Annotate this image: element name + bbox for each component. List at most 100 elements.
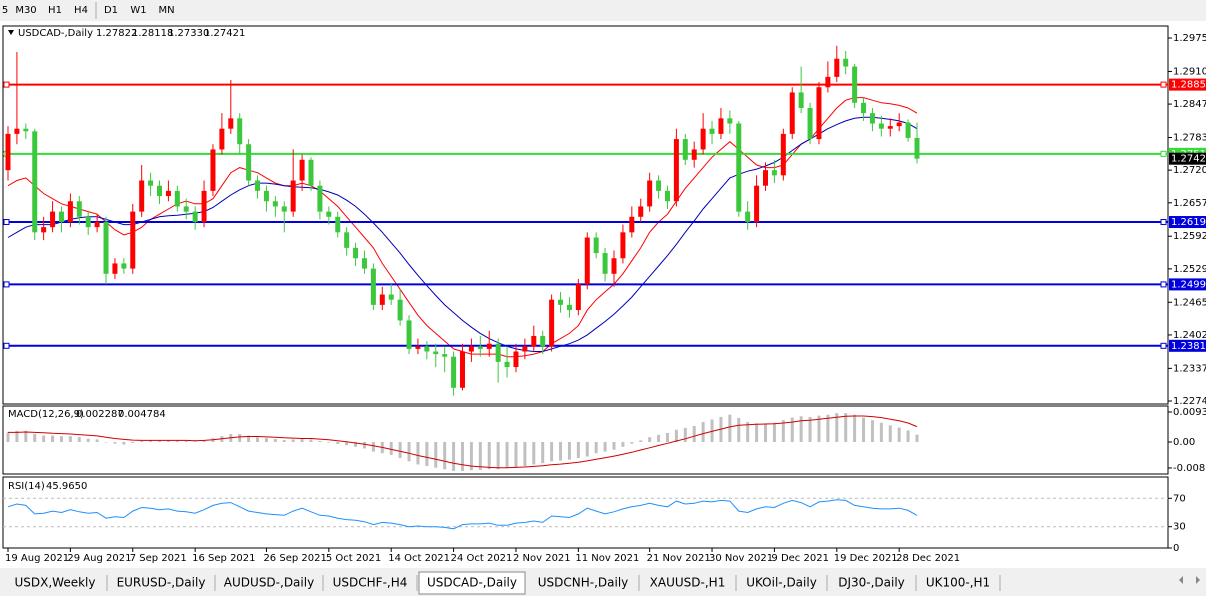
macd-bar bbox=[309, 439, 313, 442]
macd-bar bbox=[692, 425, 696, 442]
macd-bar bbox=[6, 432, 10, 442]
macd-bar bbox=[728, 414, 732, 442]
tab-label[interactable]: UKOil-,Daily bbox=[746, 576, 817, 590]
timeframe-button[interactable]: M30 bbox=[15, 5, 36, 16]
macd-bar bbox=[140, 441, 144, 442]
candle-body bbox=[852, 66, 858, 103]
tab[interactable] bbox=[829, 572, 914, 594]
macd-bar bbox=[193, 441, 197, 442]
y-tick-label: 0.00 bbox=[1173, 437, 1195, 448]
macd-bar bbox=[612, 441, 616, 450]
candle-body bbox=[148, 180, 154, 186]
macd-bar bbox=[888, 425, 892, 442]
tab-label[interactable]: XAUUSD-,H1 bbox=[650, 576, 726, 590]
y-tick-label: 1.29750 bbox=[1173, 33, 1206, 44]
timeframe-button[interactable]: D1 bbox=[104, 5, 118, 16]
tab-label[interactable]: USDCAD-,Daily bbox=[427, 576, 517, 590]
macd-bar bbox=[665, 433, 669, 442]
menu-arrow[interactable] bbox=[8, 30, 14, 35]
candle-body bbox=[531, 335, 537, 347]
macd-bar bbox=[496, 441, 500, 470]
tab[interactable] bbox=[217, 572, 321, 594]
candle-body bbox=[130, 211, 136, 269]
candle-body bbox=[174, 190, 180, 207]
candle-body bbox=[807, 107, 813, 140]
macd-bar bbox=[273, 439, 277, 442]
tab[interactable] bbox=[529, 572, 637, 594]
macd-bar bbox=[434, 441, 438, 468]
macd-bar bbox=[86, 438, 90, 442]
scroll-left[interactable] bbox=[1179, 576, 1183, 584]
macd-bar bbox=[175, 440, 179, 442]
timeframe-button[interactable]: H4 bbox=[74, 5, 88, 16]
timeframe-button[interactable]: MN bbox=[158, 5, 174, 16]
candle-body bbox=[14, 128, 20, 134]
macd-bar bbox=[264, 438, 268, 442]
tab[interactable] bbox=[5, 572, 105, 594]
macd-bar bbox=[327, 441, 331, 443]
candle-body bbox=[272, 201, 278, 207]
tab[interactable] bbox=[109, 572, 213, 594]
candle-body bbox=[237, 118, 243, 145]
macd-bar bbox=[398, 441, 402, 459]
candle-body bbox=[317, 185, 323, 212]
candle-body bbox=[219, 128, 225, 150]
candle-body bbox=[361, 258, 367, 269]
macd-bar bbox=[149, 440, 153, 442]
macd-bar bbox=[77, 437, 81, 442]
candle-body bbox=[468, 346, 474, 352]
candle-body bbox=[67, 201, 73, 222]
macd-bar bbox=[674, 429, 678, 442]
macd-bar bbox=[657, 434, 661, 442]
candle-body bbox=[718, 118, 724, 134]
macd-bar bbox=[24, 430, 28, 442]
macd-bar bbox=[550, 441, 554, 462]
ohlc-high: 1.28118 bbox=[132, 28, 173, 39]
level-handle bbox=[1160, 81, 1167, 88]
candle-body bbox=[914, 137, 920, 159]
tab[interactable] bbox=[641, 572, 734, 594]
timeframe-button[interactable]: W1 bbox=[130, 5, 146, 16]
candle-body bbox=[299, 159, 305, 181]
tab-label[interactable]: USDX,Weekly bbox=[15, 576, 96, 590]
candle-body bbox=[869, 113, 875, 124]
tab[interactable] bbox=[738, 572, 825, 594]
timeframe-button[interactable]: H1 bbox=[48, 5, 62, 16]
current-price-box bbox=[1169, 152, 1206, 165]
candle-body bbox=[825, 76, 831, 88]
tab-label[interactable]: DJ30-,Daily bbox=[838, 576, 905, 590]
macd-bar bbox=[772, 422, 776, 442]
tab-label[interactable]: USDCHF-,H4 bbox=[333, 576, 408, 590]
tab-label[interactable]: USDCNH-,Daily bbox=[538, 576, 629, 590]
candle-body bbox=[255, 180, 261, 191]
toolbar bbox=[0, 0, 1206, 21]
macd-bar bbox=[68, 436, 72, 442]
macd-bar bbox=[594, 441, 598, 454]
macd-bar bbox=[469, 441, 473, 471]
tab[interactable] bbox=[325, 572, 415, 594]
x-tick-label: 9 Dec 2021 bbox=[771, 553, 829, 564]
macd-bar bbox=[371, 441, 375, 452]
timeframe-button[interactable]: 5 bbox=[2, 5, 8, 16]
tab-label[interactable]: EURUSD-,Daily bbox=[117, 576, 206, 590]
candle-body bbox=[896, 122, 902, 127]
tab[interactable] bbox=[418, 571, 526, 595]
macd-bar bbox=[559, 441, 563, 461]
tab[interactable] bbox=[918, 572, 998, 594]
tab-label[interactable]: UK100-,H1 bbox=[926, 576, 990, 590]
ohlc-close: 1.27421 bbox=[204, 28, 245, 39]
candle-body bbox=[736, 123, 742, 212]
candle-body bbox=[540, 335, 546, 347]
macd-signal-value: 0.004784 bbox=[118, 409, 166, 420]
tab-label[interactable]: AUDUSD-,Daily bbox=[224, 576, 314, 590]
candle-body bbox=[388, 294, 394, 300]
scroll-right[interactable] bbox=[1196, 576, 1200, 584]
y-tick-label: 30 bbox=[1173, 522, 1186, 533]
candle-body bbox=[406, 320, 412, 349]
candle-body bbox=[32, 131, 38, 233]
candle-body bbox=[861, 102, 867, 114]
macd-bar bbox=[737, 417, 741, 442]
macd-bar bbox=[755, 423, 759, 442]
y-tick-label: 0 bbox=[1173, 543, 1179, 554]
candle-body bbox=[290, 180, 296, 212]
